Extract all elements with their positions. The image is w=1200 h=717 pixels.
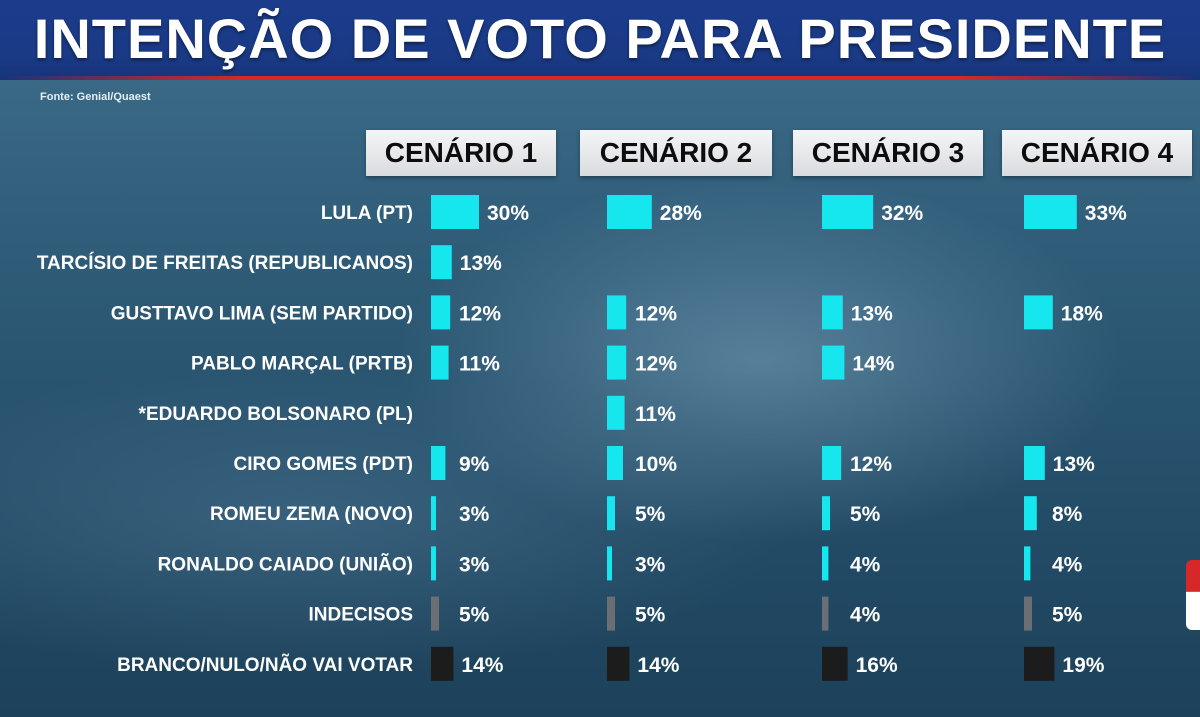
bar — [607, 446, 623, 480]
scenario-header-1: CENÁRIO 1 — [366, 130, 556, 176]
value-label: 5% — [1052, 604, 1083, 627]
value-label: 5% — [635, 503, 666, 526]
value-label: 18% — [1061, 302, 1103, 325]
value-label: 33% — [1085, 202, 1127, 225]
value-label: 12% — [635, 353, 677, 376]
bar — [607, 496, 615, 531]
candidate-label: BRANCO/NULO/NÃO VAI VOTAR — [117, 654, 413, 676]
bar — [431, 245, 452, 280]
value-label: 8% — [1052, 503, 1083, 526]
scenario-header-2: CENÁRIO 2 — [580, 130, 772, 176]
value-label: 9% — [459, 453, 490, 476]
bar — [607, 195, 652, 229]
bar — [431, 295, 451, 330]
bar — [607, 295, 627, 330]
bar — [822, 345, 845, 380]
value-label: 12% — [850, 453, 892, 476]
candidate-label: CIRO GOMES (PDT) — [234, 454, 413, 475]
bar — [1024, 546, 1031, 581]
bar — [1024, 596, 1032, 631]
value-label: 4% — [850, 553, 881, 576]
bar — [1024, 295, 1053, 330]
candidate-label: GUSTTAVO LIMA (SEM PARTIDO) — [111, 303, 413, 324]
bar — [822, 446, 842, 480]
candidate-label: *EDUARDO BOLSONARO (PL) — [139, 404, 413, 425]
bar — [1024, 496, 1037, 531]
bar — [431, 546, 436, 581]
bar — [822, 596, 829, 631]
candidate-label: ROMEU ZEMA (NOVO) — [210, 504, 413, 525]
candidate-label: LULA (PT) — [321, 203, 413, 224]
candidate-label: INDECISOS — [308, 605, 413, 626]
bar — [822, 646, 848, 681]
bar — [607, 596, 615, 631]
bar — [822, 546, 829, 581]
value-label: 16% — [856, 654, 898, 677]
side-tab — [1186, 560, 1200, 630]
bar — [607, 646, 630, 681]
value-label: 30% — [487, 202, 529, 225]
bar — [822, 496, 830, 531]
source-note: Fonte: Genial/Quaest — [40, 91, 151, 103]
value-label: 5% — [459, 604, 490, 627]
bar — [1024, 446, 1045, 480]
bar — [1024, 646, 1055, 681]
value-label: 13% — [851, 302, 893, 325]
scenario-header-3: CENÁRIO 3 — [793, 130, 983, 176]
bar — [607, 546, 612, 581]
bar — [431, 646, 454, 681]
value-label: 5% — [850, 503, 881, 526]
value-label: 32% — [881, 202, 923, 225]
title-accent-line — [0, 76, 1200, 80]
value-label: 10% — [635, 453, 677, 476]
bar — [431, 345, 449, 380]
candidate-label: TARCÍSIO DE FREITAS (REPUBLICANOS) — [37, 252, 413, 274]
bar — [431, 446, 446, 480]
title-band: INTENÇÃO DE VOTO PARA PRESIDENTE — [0, 0, 1200, 80]
value-label: 19% — [1062, 654, 1104, 677]
value-label: 4% — [1052, 553, 1083, 576]
candidate-label: RONALDO CAIADO (UNIÃO) — [158, 553, 413, 575]
bar — [822, 195, 874, 229]
value-label: 14% — [461, 654, 503, 677]
bar — [431, 596, 439, 631]
value-label: 5% — [635, 604, 666, 627]
value-label: 14% — [852, 353, 894, 376]
page-title: INTENÇÃO DE VOTO PARA PRESIDENTE — [33, 7, 1167, 70]
value-label: 13% — [1053, 453, 1095, 476]
value-label: 4% — [850, 604, 881, 627]
bar — [1024, 195, 1077, 229]
bar — [431, 195, 479, 229]
value-label: 12% — [459, 302, 501, 325]
value-label: 11% — [635, 403, 676, 426]
bar — [822, 295, 843, 330]
scenario-header-4: CENÁRIO 4 — [1002, 130, 1192, 176]
bar — [607, 395, 625, 430]
bar — [607, 345, 627, 380]
value-label: 13% — [460, 252, 502, 275]
value-label: 28% — [660, 202, 702, 225]
candidate-label: PABLO MARÇAL (PRTB) — [191, 354, 413, 375]
value-label: 3% — [459, 553, 490, 576]
value-label: 12% — [635, 302, 677, 325]
value-label: 14% — [637, 654, 679, 677]
value-label: 3% — [459, 503, 490, 526]
bar — [431, 496, 436, 531]
value-label: 3% — [635, 553, 666, 576]
value-label: 11% — [459, 353, 500, 376]
